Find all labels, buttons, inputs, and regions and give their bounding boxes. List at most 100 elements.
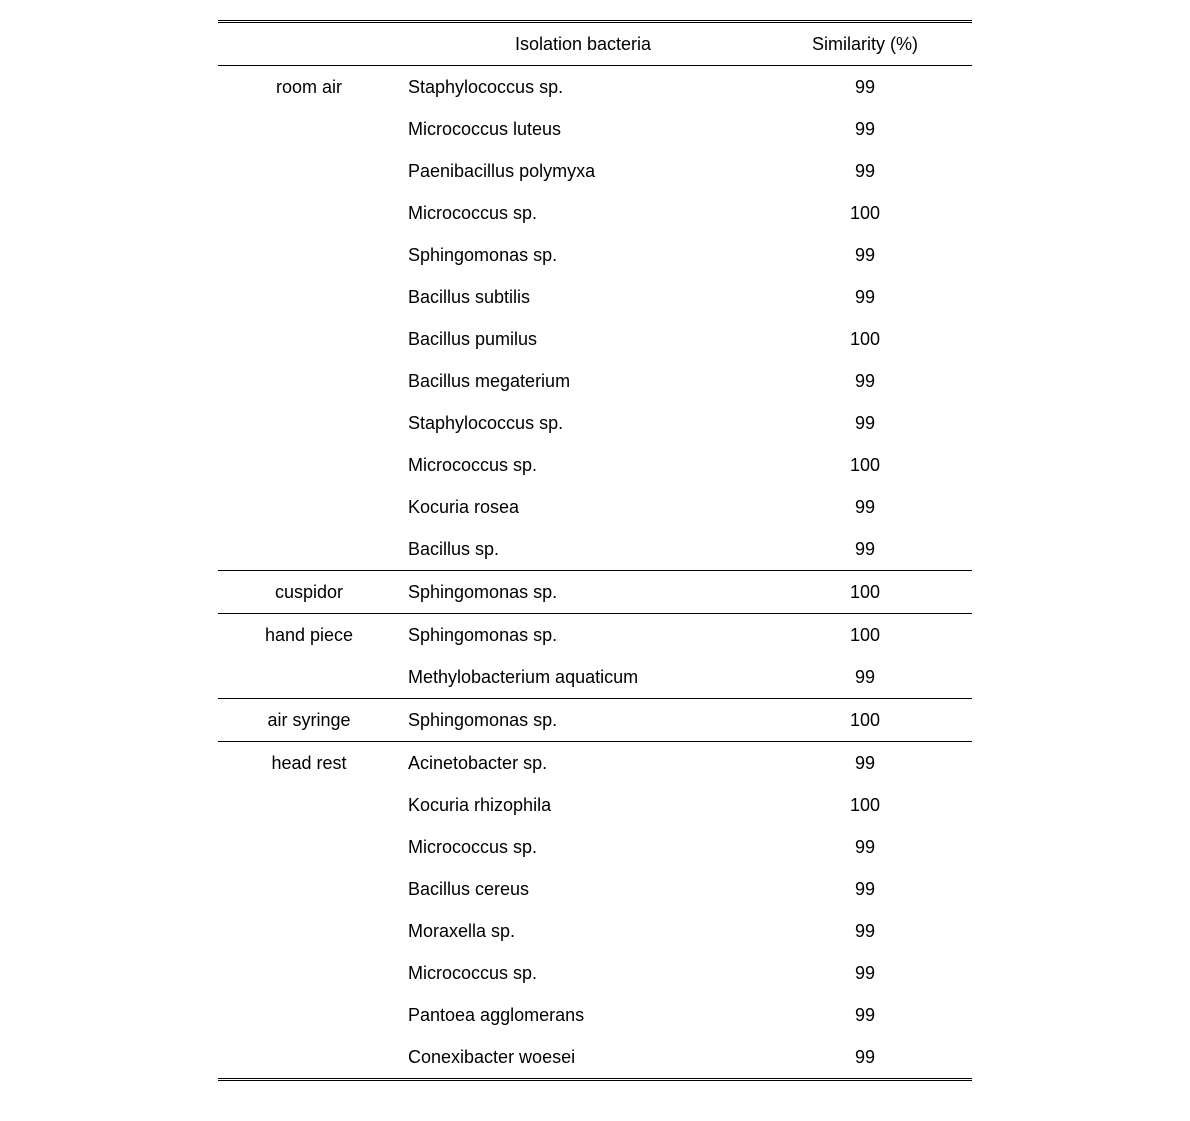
cell-similarity: 99 [758,910,972,952]
cell-bacteria: Bacillus subtilis [408,276,758,318]
cell-similarity: 99 [758,656,972,699]
cell-similarity: 100 [758,192,972,234]
cell-bacteria: Pantoea agglomerans [408,994,758,1036]
cell-source [218,826,408,868]
table-row: Micrococcus sp.99 [218,826,972,868]
cell-source [218,952,408,994]
cell-source [218,868,408,910]
cell-similarity: 99 [758,742,972,785]
cell-similarity: 99 [758,994,972,1036]
header-source [218,22,408,66]
cell-bacteria: Bacillus cereus [408,868,758,910]
table-row: Micrococcus sp.100 [218,444,972,486]
cell-similarity: 99 [758,826,972,868]
table-row: head restAcinetobacter sp.99 [218,742,972,785]
header-similarity: Similarity (%) [758,22,972,66]
table-row: Moraxella sp.99 [218,910,972,952]
cell-bacteria: Micrococcus sp. [408,192,758,234]
cell-source [218,994,408,1036]
cell-bacteria: Methylobacterium aquaticum [408,656,758,699]
cell-source [218,192,408,234]
cell-similarity: 99 [758,528,972,571]
cell-source [218,318,408,360]
cell-source [218,276,408,318]
cell-source: room air [218,66,408,109]
cell-bacteria: Sphingomonas sp. [408,234,758,276]
cell-bacteria: Sphingomonas sp. [408,699,758,742]
table-row: Staphylococcus sp.99 [218,402,972,444]
bacteria-table: Isolation bacteria Similarity (%) room a… [218,20,972,1081]
cell-bacteria: Bacillus pumilus [408,318,758,360]
cell-similarity: 100 [758,614,972,657]
cell-bacteria: Bacillus sp. [408,528,758,571]
header-bacteria: Isolation bacteria [408,22,758,66]
cell-similarity: 99 [758,150,972,192]
cell-similarity: 99 [758,1036,972,1080]
table-row: Bacillus pumilus100 [218,318,972,360]
cell-source [218,402,408,444]
cell-similarity: 100 [758,444,972,486]
table-row: Bacillus subtilis99 [218,276,972,318]
cell-source [218,486,408,528]
table-row: air syringeSphingomonas sp.100 [218,699,972,742]
cell-similarity: 99 [758,66,972,109]
cell-similarity: 99 [758,868,972,910]
cell-source [218,360,408,402]
cell-similarity: 99 [758,402,972,444]
cell-bacteria: Sphingomonas sp. [408,614,758,657]
table-row: Kocuria rosea99 [218,486,972,528]
cell-source [218,910,408,952]
table-row: Micrococcus sp.99 [218,952,972,994]
cell-bacteria: Conexibacter woesei [408,1036,758,1080]
cell-source [218,784,408,826]
table-row: Pantoea agglomerans99 [218,994,972,1036]
table-container: Isolation bacteria Similarity (%) room a… [0,0,1190,1121]
table-row: hand pieceSphingomonas sp.100 [218,614,972,657]
cell-bacteria: Moraxella sp. [408,910,758,952]
cell-bacteria: Staphylococcus sp. [408,66,758,109]
cell-bacteria: Micrococcus sp. [408,444,758,486]
cell-bacteria: Kocuria rosea [408,486,758,528]
cell-similarity: 100 [758,571,972,614]
table-row: Bacillus sp.99 [218,528,972,571]
table-row: Micrococcus sp.100 [218,192,972,234]
cell-bacteria: Paenibacillus polymyxa [408,150,758,192]
table-row: cuspidorSphingomonas sp.100 [218,571,972,614]
cell-source: air syringe [218,699,408,742]
cell-bacteria: Acinetobacter sp. [408,742,758,785]
cell-similarity: 100 [758,318,972,360]
cell-bacteria: Kocuria rhizophila [408,784,758,826]
cell-source: cuspidor [218,571,408,614]
table-row: Conexibacter woesei99 [218,1036,972,1080]
cell-bacteria: Micrococcus sp. [408,952,758,994]
cell-source [218,528,408,571]
cell-similarity: 99 [758,234,972,276]
cell-bacteria: Staphylococcus sp. [408,402,758,444]
cell-similarity: 99 [758,276,972,318]
table-row: Micrococcus luteus99 [218,108,972,150]
cell-source: head rest [218,742,408,785]
cell-source: hand piece [218,614,408,657]
cell-source [218,234,408,276]
table-row: Bacillus megaterium99 [218,360,972,402]
table-row: Sphingomonas sp.99 [218,234,972,276]
cell-similarity: 99 [758,486,972,528]
cell-source [218,1036,408,1080]
cell-bacteria: Micrococcus sp. [408,826,758,868]
cell-similarity: 99 [758,360,972,402]
cell-source [218,656,408,699]
cell-bacteria: Micrococcus luteus [408,108,758,150]
cell-source [218,444,408,486]
cell-source [218,150,408,192]
table-row: Methylobacterium aquaticum99 [218,656,972,699]
cell-similarity: 99 [758,952,972,994]
cell-similarity: 99 [758,108,972,150]
table-row: room airStaphylococcus sp.99 [218,66,972,109]
cell-bacteria: Bacillus megaterium [408,360,758,402]
cell-similarity: 100 [758,699,972,742]
table-row: Bacillus cereus99 [218,868,972,910]
cell-source [218,108,408,150]
table-row: Paenibacillus polymyxa99 [218,150,972,192]
table-body: room airStaphylococcus sp.99Micrococcus … [218,66,972,1080]
table-header-row: Isolation bacteria Similarity (%) [218,22,972,66]
